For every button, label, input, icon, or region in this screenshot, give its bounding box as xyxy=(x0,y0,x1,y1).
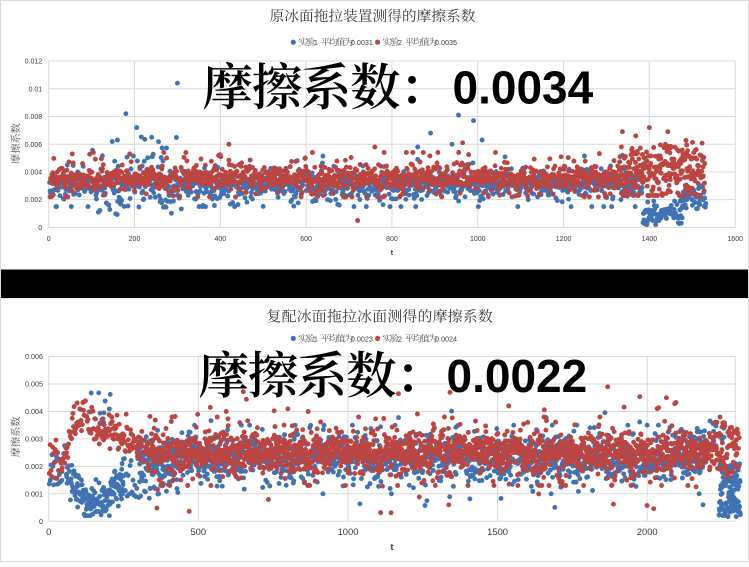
svg-text:500: 500 xyxy=(190,526,206,537)
svg-text:600: 600 xyxy=(300,236,312,243)
svg-text:2: 2 xyxy=(398,38,402,47)
svg-text:0.0035: 0.0035 xyxy=(435,38,457,47)
svg-text:1500: 1500 xyxy=(487,526,508,537)
svg-text:1: 1 xyxy=(314,38,318,47)
svg-text:1600: 1600 xyxy=(727,236,743,243)
svg-text:0.004: 0.004 xyxy=(25,407,43,416)
svg-text:200: 200 xyxy=(129,236,141,243)
svg-text:1000: 1000 xyxy=(470,236,486,243)
svg-text:0.012: 0.012 xyxy=(25,59,43,66)
svg-text:0.0031: 0.0031 xyxy=(351,38,373,47)
svg-text:0.006: 0.006 xyxy=(25,142,43,149)
svg-text:0.002: 0.002 xyxy=(25,462,43,471)
svg-text:0: 0 xyxy=(39,517,43,526)
svg-text:0.0022: 0.0022 xyxy=(447,350,588,402)
svg-text:t: t xyxy=(391,248,394,257)
svg-text:0.004: 0.004 xyxy=(25,170,43,177)
svg-text:0.003: 0.003 xyxy=(25,435,43,444)
svg-text:0.008: 0.008 xyxy=(25,114,43,121)
svg-text:1: 1 xyxy=(314,335,318,344)
svg-text:0.006: 0.006 xyxy=(25,352,43,361)
svg-text:0.005: 0.005 xyxy=(25,380,43,389)
svg-text:0.01: 0.01 xyxy=(29,86,43,93)
svg-text:t: t xyxy=(390,542,394,553)
svg-text:1000: 1000 xyxy=(338,526,359,537)
svg-text:0: 0 xyxy=(46,526,51,537)
svg-text:0.002: 0.002 xyxy=(25,197,43,204)
svg-text:1400: 1400 xyxy=(642,236,658,243)
svg-text:2000: 2000 xyxy=(637,526,658,537)
svg-text:0.0023: 0.0023 xyxy=(351,335,373,344)
svg-text:0.0034: 0.0034 xyxy=(453,61,594,113)
svg-text:0.001: 0.001 xyxy=(25,489,43,498)
svg-text:0: 0 xyxy=(38,225,42,232)
svg-text:0.0024: 0.0024 xyxy=(435,335,457,344)
svg-text:400: 400 xyxy=(214,236,226,243)
svg-text:0: 0 xyxy=(47,236,51,243)
svg-text:1200: 1200 xyxy=(556,236,572,243)
svg-text:2: 2 xyxy=(398,335,402,344)
svg-text:800: 800 xyxy=(386,236,398,243)
